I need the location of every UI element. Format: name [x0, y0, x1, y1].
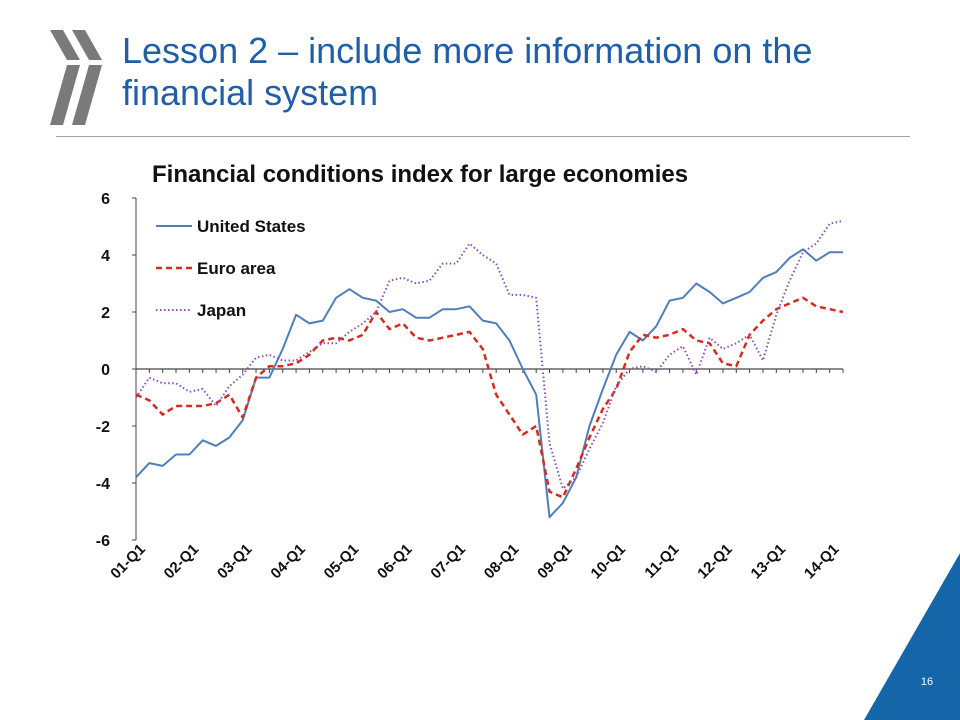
logo-chevron-bottom-right — [72, 65, 102, 125]
y-tick-label: 0 — [101, 362, 110, 379]
x-tick-label: 12-Q1 — [694, 541, 736, 583]
y-tick-label: -6 — [96, 533, 110, 550]
x-tick-label: 08-Q1 — [481, 541, 523, 583]
x-tick-label: 01-Q1 — [107, 541, 149, 583]
x-tick-label: 14-Q1 — [801, 541, 843, 583]
logo-chevron-top-left — [50, 30, 80, 60]
financial-conditions-chart: Financial conditions index for large eco… — [96, 161, 844, 583]
legend-label: Euro area — [197, 259, 276, 278]
series-line-euro-area — [135, 296, 844, 499]
x-tick-label: 02-Q1 — [161, 541, 203, 583]
y-tick-label: 4 — [101, 248, 110, 265]
legend-label: Japan — [197, 301, 246, 320]
chart-title: Financial conditions index for large eco… — [152, 161, 688, 188]
y-tick-label: 6 — [101, 191, 110, 208]
x-tick-label: 09-Q1 — [534, 541, 576, 583]
x-tick-label: 13-Q1 — [748, 541, 790, 583]
x-tick-label: 10-Q1 — [588, 541, 630, 583]
x-tick-label: 05-Q1 — [321, 541, 363, 583]
y-tick-label: -4 — [96, 476, 110, 493]
x-tick-label: 06-Q1 — [374, 541, 416, 583]
corner-triangle — [864, 553, 960, 720]
title-divider — [56, 136, 910, 137]
page-number: 16 — [920, 676, 934, 688]
x-tick-label: 11-Q1 — [641, 541, 682, 582]
oecd-logo — [50, 30, 102, 125]
series-line-united-states — [135, 248, 843, 519]
y-tick-label: -2 — [96, 419, 110, 436]
logo-chevron-top-right — [72, 30, 102, 60]
x-tick-label: 07-Q1 — [427, 541, 469, 583]
slide-title: Lesson 2 – include more information on t… — [122, 30, 813, 113]
x-tick-label: 03-Q1 — [214, 541, 256, 583]
logo-chevron-bottom-left — [50, 65, 80, 125]
y-tick-label: 2 — [101, 305, 110, 322]
x-tick-label: 04-Q1 — [267, 541, 309, 583]
legend-label: United States — [197, 217, 306, 236]
